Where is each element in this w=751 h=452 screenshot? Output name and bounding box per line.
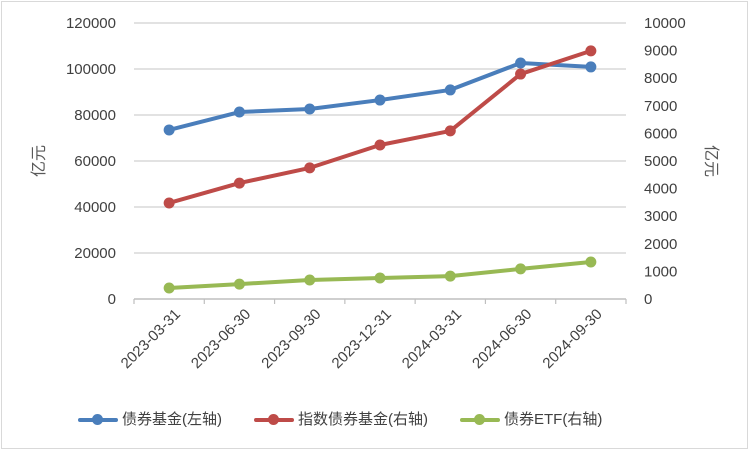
y-axis-tick: 120000 [66, 15, 116, 32]
legend-label: 债券基金(左轴) [122, 411, 222, 428]
y-axis-tick: 0 [108, 291, 116, 308]
series-line [168, 48, 592, 205]
y2-axis-tick: 2000 [644, 236, 677, 253]
data-point-marker [585, 61, 597, 73]
legend-item-bond-fund: 债券基金(左轴) [78, 408, 222, 429]
data-point-marker [585, 256, 597, 268]
legend-marker-icon [78, 412, 118, 426]
x-axis-label: 2024-06-30 [469, 306, 535, 372]
y-axis-tick: 40000 [74, 199, 116, 216]
data-point-marker [515, 263, 527, 275]
data-point-marker [585, 45, 597, 57]
data-point-marker [163, 124, 175, 136]
y-axis-tick: 80000 [74, 107, 116, 124]
series-2 [163, 256, 597, 294]
x-axis-label: 2023-09-30 [258, 306, 324, 372]
y2-axis-title: 亿元 [702, 145, 720, 177]
data-point-marker [304, 274, 316, 286]
data-point-marker [444, 84, 456, 96]
legend-item-index-bond-fund: 指数债券基金(右轴) [254, 408, 428, 429]
x-axis-label: 2024-03-31 [399, 306, 465, 372]
data-point-marker [444, 125, 456, 137]
y2-axis-tick: 10000 [644, 15, 686, 32]
legend-label: 债券ETF(右轴) [504, 411, 603, 428]
data-point-marker [374, 94, 386, 106]
data-point-marker [163, 197, 175, 209]
y-axis-tick: 100000 [66, 61, 116, 78]
y2-axis-tick: 6000 [644, 125, 677, 142]
y2-axis-tick: 1000 [644, 263, 677, 280]
data-point-marker [515, 57, 527, 69]
y2-axis-tick: 8000 [644, 70, 677, 87]
y2-axis-tick: 9000 [644, 43, 677, 60]
x-axis-label: 2023-12-31 [329, 306, 395, 372]
data-point-marker [444, 270, 456, 282]
series-1 [163, 45, 597, 209]
y-axis-tick: 20000 [74, 245, 116, 262]
y-axis-title: 亿元 [30, 145, 48, 177]
x-axis-label: 2024-09-30 [539, 306, 605, 372]
data-point-marker [374, 139, 386, 151]
data-point-marker [233, 278, 245, 290]
y2-axis-tick: 3000 [644, 208, 677, 225]
data-point-marker [374, 272, 386, 284]
y2-axis-tick: 7000 [644, 98, 677, 115]
x-axis-label: 2023-06-30 [188, 306, 254, 372]
legend-marker-icon [254, 412, 294, 426]
data-point-marker [304, 103, 316, 115]
data-point-marker [163, 282, 175, 294]
chart-legend: 债券基金(左轴) 指数债券基金(右轴) 债券ETF(右轴) [78, 408, 634, 429]
data-point-marker [233, 106, 245, 118]
y-axis-tick: 60000 [74, 153, 116, 170]
y2-axis-tick: 5000 [644, 153, 677, 170]
legend-marker-icon [460, 412, 500, 426]
x-axis-label: 2023-03-31 [118, 306, 184, 372]
legend-item-bond-etf: 债券ETF(右轴) [460, 408, 602, 429]
y2-axis-tick: 0 [644, 291, 652, 308]
series-0 [163, 57, 597, 136]
data-point-marker [515, 68, 527, 80]
y2-axis-tick: 4000 [644, 181, 677, 198]
data-point-marker [233, 177, 245, 189]
data-point-marker [304, 162, 316, 174]
legend-label: 指数债券基金(右轴) [298, 411, 428, 428]
